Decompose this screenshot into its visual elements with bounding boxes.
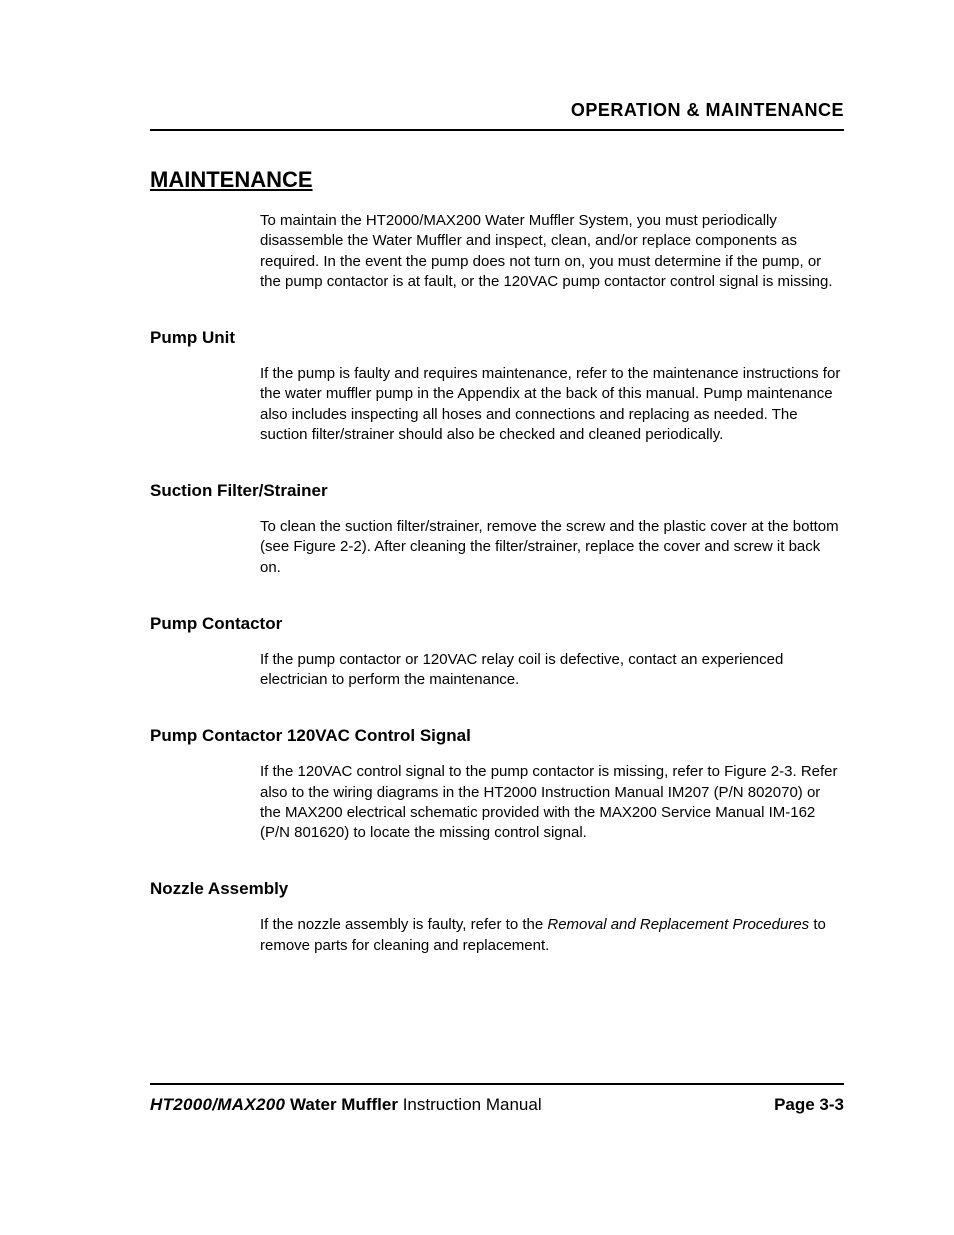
body-nozzle: If the nozzle assembly is faulty, refer … xyxy=(260,915,844,956)
footer-doc-title: HT2000/MAX200 Water Muffler Instruction … xyxy=(150,1095,542,1115)
page: OPERATION & MAINTENANCE MAINTENANCE To m… xyxy=(0,0,954,1235)
section-contactor: Pump Contactor If the pump contactor or … xyxy=(150,614,844,691)
header-rule xyxy=(150,129,844,131)
footer-row: HT2000/MAX200 Water Muffler Instruction … xyxy=(150,1095,844,1115)
section-strainer: Suction Filter/Strainer To clean the suc… xyxy=(150,481,844,578)
nozzle-em: Removal and Replacement Procedures xyxy=(547,916,809,933)
heading-control-signal: Pump Contactor 120VAC Control Signal xyxy=(150,726,844,746)
page-title: MAINTENANCE xyxy=(150,167,844,193)
body-control-signal: If the 120VAC control signal to the pump… xyxy=(260,762,844,843)
section-nozzle: Nozzle Assembly If the nozzle assembly i… xyxy=(150,879,844,956)
section-control-signal: Pump Contactor 120VAC Control Signal If … xyxy=(150,726,844,843)
section-pump-unit: Pump Unit If the pump is faulty and requ… xyxy=(150,328,844,445)
nozzle-pre: If the nozzle assembly is faulty, refer … xyxy=(260,916,547,933)
section-header: OPERATION & MAINTENANCE xyxy=(150,100,844,121)
heading-strainer: Suction Filter/Strainer xyxy=(150,481,844,501)
footer-product: HT2000/MAX200 xyxy=(150,1095,285,1114)
body-strainer: To clean the suction filter/strainer, re… xyxy=(260,517,844,578)
intro-paragraph: To maintain the HT2000/MAX200 Water Muff… xyxy=(260,211,844,292)
page-footer: HT2000/MAX200 Water Muffler Instruction … xyxy=(150,1083,844,1115)
body-contactor: If the pump contactor or 120VAC relay co… xyxy=(260,650,844,691)
footer-page-number: Page 3-3 xyxy=(774,1095,844,1115)
footer-rule xyxy=(150,1083,844,1085)
footer-water-muffler: Water Muffler xyxy=(285,1095,398,1114)
heading-pump-unit: Pump Unit xyxy=(150,328,844,348)
footer-doc-type: Instruction Manual xyxy=(398,1095,542,1114)
heading-nozzle: Nozzle Assembly xyxy=(150,879,844,899)
body-pump-unit: If the pump is faulty and requires maint… xyxy=(260,364,844,445)
heading-contactor: Pump Contactor xyxy=(150,614,844,634)
